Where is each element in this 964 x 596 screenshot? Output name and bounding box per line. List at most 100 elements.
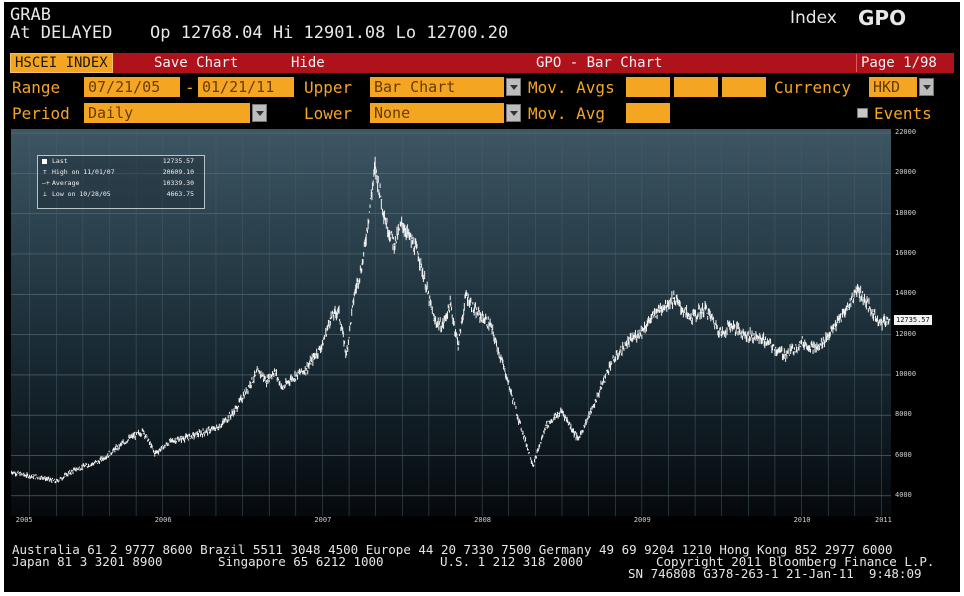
- index-label: Index: [790, 8, 837, 28]
- period-dropdown-icon[interactable]: [252, 104, 267, 122]
- price-point: [872, 313, 875, 316]
- lower-select[interactable]: None: [370, 103, 504, 123]
- bloomberg-terminal-window: GRAB At DELAYED Op 12768.04 Hi 12901.08 …: [4, 2, 960, 592]
- legend-row-last: Last 12735.57: [42, 156, 200, 167]
- legend-row-high: ⊤ High on 11/01/07 20609.10: [42, 167, 200, 178]
- legend-value: 20609.10: [162, 168, 194, 176]
- period-select[interactable]: Daily: [84, 103, 250, 123]
- price-point: [113, 448, 116, 451]
- low-marker-icon: ⊥: [43, 190, 47, 198]
- y-tick-label: 20000: [895, 168, 917, 177]
- price-bars: [11, 156, 890, 484]
- y-tick-label: 14000: [895, 289, 917, 298]
- mov-avg-field-2[interactable]: [674, 77, 718, 97]
- price-point: [760, 337, 763, 340]
- period-label: Period: [12, 104, 70, 123]
- price-point: [880, 321, 883, 324]
- y-tick-label: 12000: [895, 329, 917, 338]
- legend-row-low: ⊥ Low on 10/28/05 4663.75: [42, 189, 200, 200]
- price-point: [856, 287, 859, 290]
- y-tick-label: 16000: [895, 248, 917, 257]
- price-point: [26, 474, 28, 477]
- price-point: [193, 434, 196, 437]
- legend-value: 12735.57: [162, 157, 194, 165]
- price-point: [776, 349, 779, 352]
- x-tick-label: 2011: [875, 516, 892, 524]
- hide-button[interactable]: Hide: [291, 55, 325, 71]
- price-point: [257, 369, 260, 372]
- price-point: [888, 318, 891, 321]
- lower-label: Lower: [304, 104, 353, 123]
- price-point: [800, 341, 803, 344]
- legend-key: Last: [52, 157, 68, 165]
- price-point: [11, 470, 12, 473]
- price-point: [505, 374, 507, 376]
- price-point: [525, 444, 528, 447]
- legend-value: 4663.75: [166, 190, 194, 198]
- price-point: [532, 464, 535, 467]
- price-point: [648, 319, 651, 322]
- mov-avg-field-3[interactable]: [722, 77, 766, 97]
- currency-label: Currency: [774, 78, 852, 97]
- lower-dropdown-icon[interactable]: [506, 104, 521, 122]
- page-indicator[interactable]: Page 1/98: [856, 54, 954, 72]
- price-point: [784, 353, 787, 356]
- mov-avg-lower-field[interactable]: [626, 103, 670, 123]
- x-tick-label: 2010: [793, 516, 811, 524]
- mov-avgs-label: Mov. Avgs: [528, 78, 615, 97]
- price-point: [561, 410, 563, 413]
- range-start-field[interactable]: 07/21/05: [84, 77, 180, 97]
- price-point: [265, 380, 268, 382]
- price-point: [624, 343, 627, 346]
- price-point: [329, 317, 332, 320]
- price-point: [361, 263, 364, 265]
- events-label: Events: [874, 104, 932, 123]
- price-point: [457, 343, 460, 346]
- events-checkbox[interactable]: [857, 108, 868, 118]
- x-tick-label: 2005: [15, 516, 33, 524]
- price-point: [217, 426, 220, 429]
- mov-avg-label: Mov. Avg: [528, 104, 606, 123]
- footer-japan: Japan 81 3 3201 8900: [12, 554, 163, 569]
- footer-session: SN 746808 G378-263-1 21-Jan-11 9:48:09: [628, 566, 922, 581]
- upper-dropdown-icon[interactable]: [506, 78, 521, 96]
- price-point: [142, 430, 145, 433]
- price-point: [609, 363, 611, 366]
- price-point: [656, 309, 659, 312]
- save-chart-button[interactable]: Save Chart: [154, 55, 239, 71]
- price-point: [433, 319, 436, 322]
- price-point: [385, 222, 388, 225]
- x-tick-label: 2008: [474, 516, 491, 524]
- price-point: [129, 436, 132, 439]
- price-point: [832, 327, 835, 330]
- price-point: [321, 343, 324, 346]
- price-chart: [11, 129, 891, 516]
- average-marker-icon: –+: [42, 179, 50, 187]
- footer-contacts-line1: Australia 61 2 9777 8600 Brazil 5511 304…: [12, 542, 893, 557]
- currency-dropdown-icon[interactable]: [919, 78, 934, 96]
- high-marker-icon: ⊤: [43, 168, 47, 176]
- ticker-tab[interactable]: HSCEI INDEX: [10, 53, 113, 73]
- price-point: [281, 388, 284, 390]
- range-dash: -: [185, 78, 195, 97]
- currency-select[interactable]: HKD: [869, 77, 917, 97]
- price-point: [593, 404, 595, 407]
- price-point: [54, 480, 57, 483]
- screen-code: GPO: [858, 6, 907, 30]
- price-point: [688, 317, 691, 320]
- price-point: [249, 382, 252, 384]
- price-point: [273, 369, 276, 372]
- chart-legend: Last 12735.57 ⊤ High on 11/01/07 20609.1…: [37, 155, 205, 209]
- footer-us: U.S. 1 212 318 2000: [440, 554, 583, 569]
- chart-plot-area[interactable]: Last 12735.57 ⊤ High on 11/01/07 20609.1…: [11, 129, 891, 516]
- upper-select[interactable]: Bar Chart: [370, 77, 504, 97]
- chart-toolbar: HSCEI INDEX Save Chart Hide GPO - Bar Ch…: [10, 53, 954, 73]
- range-end-field[interactable]: 01/21/11: [198, 77, 294, 97]
- x-tick-label: 2006: [154, 516, 172, 524]
- mov-avg-field-1[interactable]: [626, 77, 670, 97]
- price-point: [305, 367, 308, 370]
- delayed-label: At DELAYED: [10, 23, 113, 43]
- price-point: [393, 242, 396, 245]
- price-point: [516, 414, 519, 417]
- price-point: [401, 222, 404, 225]
